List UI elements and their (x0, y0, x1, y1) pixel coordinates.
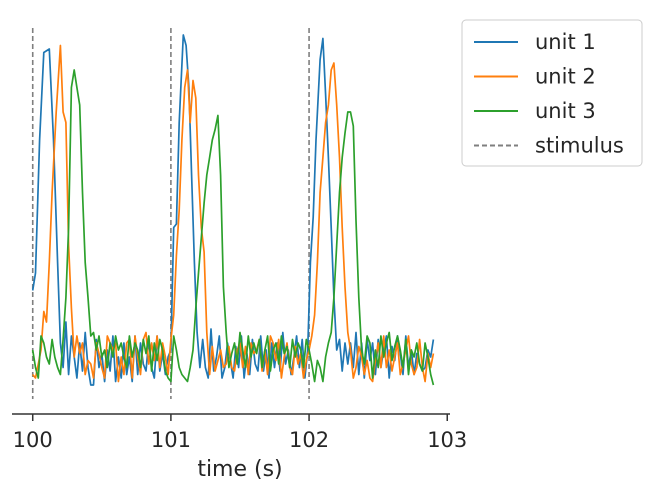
x-axis: 100 101 102 103 time (s) (12, 413, 467, 482)
series-lines (31, 34, 435, 386)
legend: unit 1 unit 2 unit 3 stimulus (461, 19, 643, 167)
x-axis-label: time (s) (197, 457, 282, 482)
x-tick-label-103: 103 (427, 428, 467, 452)
x-tick-label-100: 100 (13, 428, 53, 452)
legend-label-4: stimulus (535, 134, 624, 158)
x-tick-label-102: 102 (289, 428, 329, 452)
stimulus-markers (31, 28, 310, 399)
series-line-unit-2 (32, 44, 435, 383)
legend-items: unit 1 unit 2 unit 3 stimulus (474, 30, 624, 158)
legend-label-2: unit 2 (535, 65, 596, 89)
legend-label-1: unit 1 (535, 30, 596, 54)
legend-frame (461, 19, 643, 167)
x-tick-label-101: 101 (151, 428, 191, 452)
series-line-unit-3 (31, 69, 435, 386)
plot-area (31, 28, 435, 399)
legend-label-3: unit 3 (535, 99, 596, 123)
x-ticks: 100 101 102 103 (13, 414, 467, 452)
